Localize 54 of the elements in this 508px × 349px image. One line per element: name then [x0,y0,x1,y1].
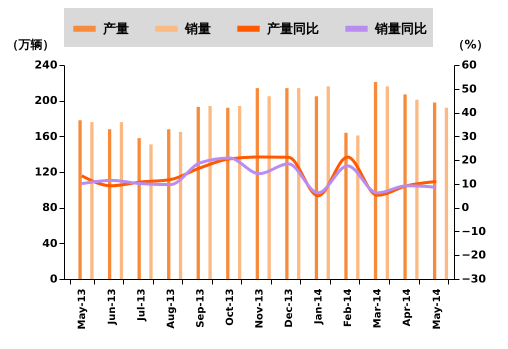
x-tick-label: Oct-13 [224,288,236,326]
y2-tick-label: −10 [462,224,486,238]
y-tick-label: 240 [34,58,58,72]
bar [256,88,259,279]
bar [356,135,360,279]
y-axis-title: （万辆） [6,38,54,52]
x-tick-label: May-13 [77,288,88,330]
y-tick-label: 40 [42,236,58,250]
bar [78,120,82,279]
x-tick-label: Nov-13 [254,288,266,328]
y2-tick-label: 50 [462,82,478,96]
y2-tick-label: 60 [462,58,478,72]
y2-tick-label: 30 [462,130,478,143]
x-tick-label: Jun-13 [106,288,118,326]
y-tick-label: 0 [50,272,58,286]
x-tick-label: Feb-14 [343,288,354,327]
bar [196,106,200,279]
bar [90,122,94,279]
bar [285,88,289,279]
x-tick-label: Sep-13 [195,288,206,328]
bar [297,88,300,279]
legend-label: 销量 [184,22,211,37]
y2-tick-label: 0 [462,201,470,214]
y2-tick-label: 40 [462,106,478,120]
y-tick-label: 80 [42,201,58,214]
legend-label: 产量 [102,20,129,37]
bar [226,108,230,279]
bar [238,106,242,279]
x-tick-label: May-14 [432,288,443,330]
bar [167,129,170,279]
bar [268,96,271,279]
bar [138,138,141,279]
bar [432,102,436,279]
y2-tick-label: 20 [462,154,478,167]
y-tick-label: 200 [34,94,58,108]
y2-tick-label: −30 [462,272,486,286]
x-tick-label: Mar-14 [372,288,384,328]
bar [386,86,389,279]
bar [415,100,419,279]
x-tick-label: Apr-14 [402,288,414,326]
x-tick-label: Jan-14 [314,288,325,326]
y2-tick-label: −20 [462,248,486,262]
legend-label: 销量同比 [374,22,427,37]
bar [326,86,330,279]
y2-axis-title: （%） [452,38,488,52]
bar [108,129,112,279]
x-tick-label: Aug-13 [166,288,177,329]
y-tick-label: 120 [34,166,58,178]
x-tick-label: Jul-13 [136,288,148,322]
legend-label: 产量同比 [266,20,319,37]
x-tick-label: Dec-13 [284,288,296,328]
y2-tick-label: 10 [462,177,478,190]
bar [444,108,448,279]
y-tick-label: 160 [34,130,58,143]
